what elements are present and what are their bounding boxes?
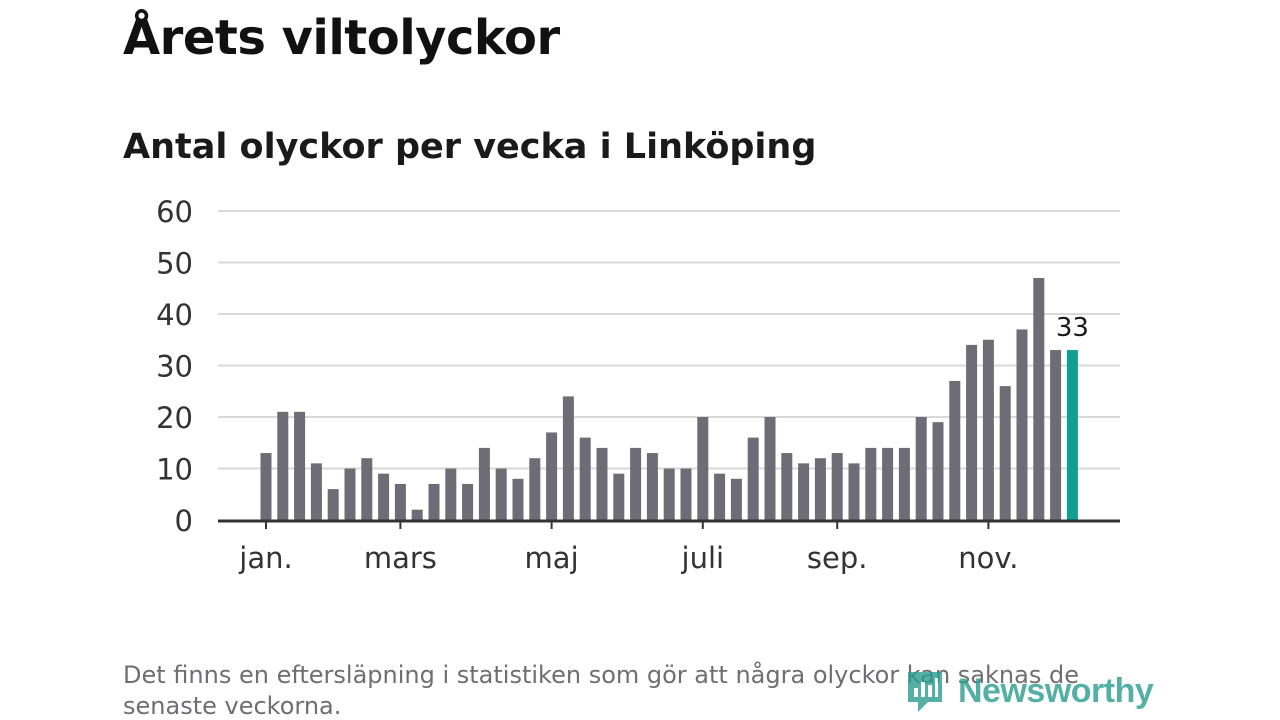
- x-tick-label: jan.: [238, 541, 292, 575]
- bar: [949, 380, 961, 520]
- bar: [865, 447, 877, 520]
- bar: [966, 344, 978, 520]
- bar: [260, 453, 272, 520]
- bar: [764, 417, 776, 520]
- x-tick-label: juli: [681, 541, 725, 575]
- y-tick-label: 40: [156, 298, 193, 332]
- bar: [848, 463, 860, 520]
- bar: [730, 478, 742, 520]
- bar: [663, 468, 675, 520]
- bar: [831, 453, 843, 520]
- bar: [529, 458, 541, 520]
- bar: [1033, 277, 1045, 520]
- bar: [814, 458, 826, 520]
- bar: [932, 422, 944, 520]
- annotations: 33: [1056, 313, 1089, 343]
- x-tick-label: maj: [525, 541, 579, 575]
- bar: [714, 473, 726, 520]
- bars: [260, 277, 1078, 520]
- x-tick-label: sep.: [807, 541, 868, 575]
- bar: [798, 463, 810, 520]
- y-tick-label: 10: [156, 453, 193, 487]
- y-tick-label: 60: [156, 195, 193, 229]
- bar: [327, 489, 339, 520]
- bar: [394, 483, 406, 520]
- bar: [630, 447, 642, 520]
- bar: [546, 432, 558, 520]
- bar: [310, 463, 322, 520]
- bar: [596, 447, 608, 520]
- data-label: 33: [1056, 313, 1089, 343]
- page-title: Årets viltolyckor: [123, 10, 560, 66]
- bar: [428, 483, 440, 520]
- bar: [781, 453, 793, 520]
- bar: [445, 468, 457, 520]
- bar: [999, 386, 1011, 520]
- y-tick-label: 50: [156, 247, 193, 281]
- bar: [697, 417, 709, 520]
- y-tick-label: 30: [156, 350, 193, 384]
- bar: [512, 478, 524, 520]
- x-tick-label: nov.: [958, 541, 1018, 575]
- bar: [1050, 350, 1062, 520]
- bar: [915, 417, 927, 520]
- bar: [882, 447, 894, 520]
- y-tick-label: 0: [175, 504, 193, 538]
- bar: [613, 473, 625, 520]
- bar: [378, 473, 390, 520]
- bar: [462, 483, 474, 520]
- bar: [411, 509, 423, 520]
- bar: [747, 437, 759, 520]
- bar: [898, 447, 910, 520]
- y-axis-ticks: 0 10 20 30 40 50 60: [156, 195, 193, 538]
- bar-chart: 0 10 20 30 40 50 60 jan. mars maj juli sep. nov. 33: [156, 195, 1120, 575]
- newsworthy-chart-icon: [908, 672, 942, 712]
- bar: [344, 468, 356, 520]
- bar: [646, 453, 658, 520]
- x-axis-ticks: jan. mars maj juli sep. nov.: [238, 521, 1019, 575]
- y-tick-label: 20: [156, 401, 193, 435]
- bar: [579, 437, 591, 520]
- bar: [680, 468, 692, 520]
- bar: [982, 339, 994, 520]
- chart-subtitle: Antal olyckor per vecka i Linköping: [123, 127, 817, 167]
- bar: [1066, 350, 1078, 520]
- bar: [1016, 329, 1028, 520]
- bar: [361, 458, 373, 520]
- logo-text: Newsworthy: [958, 671, 1154, 710]
- bar: [478, 447, 490, 520]
- newsworthy-logo: Newsworthy: [904, 668, 1154, 714]
- bar: [277, 411, 289, 520]
- x-tick-label: mars: [364, 541, 437, 575]
- bar: [294, 411, 306, 520]
- bar: [562, 396, 574, 520]
- bar: [495, 468, 507, 520]
